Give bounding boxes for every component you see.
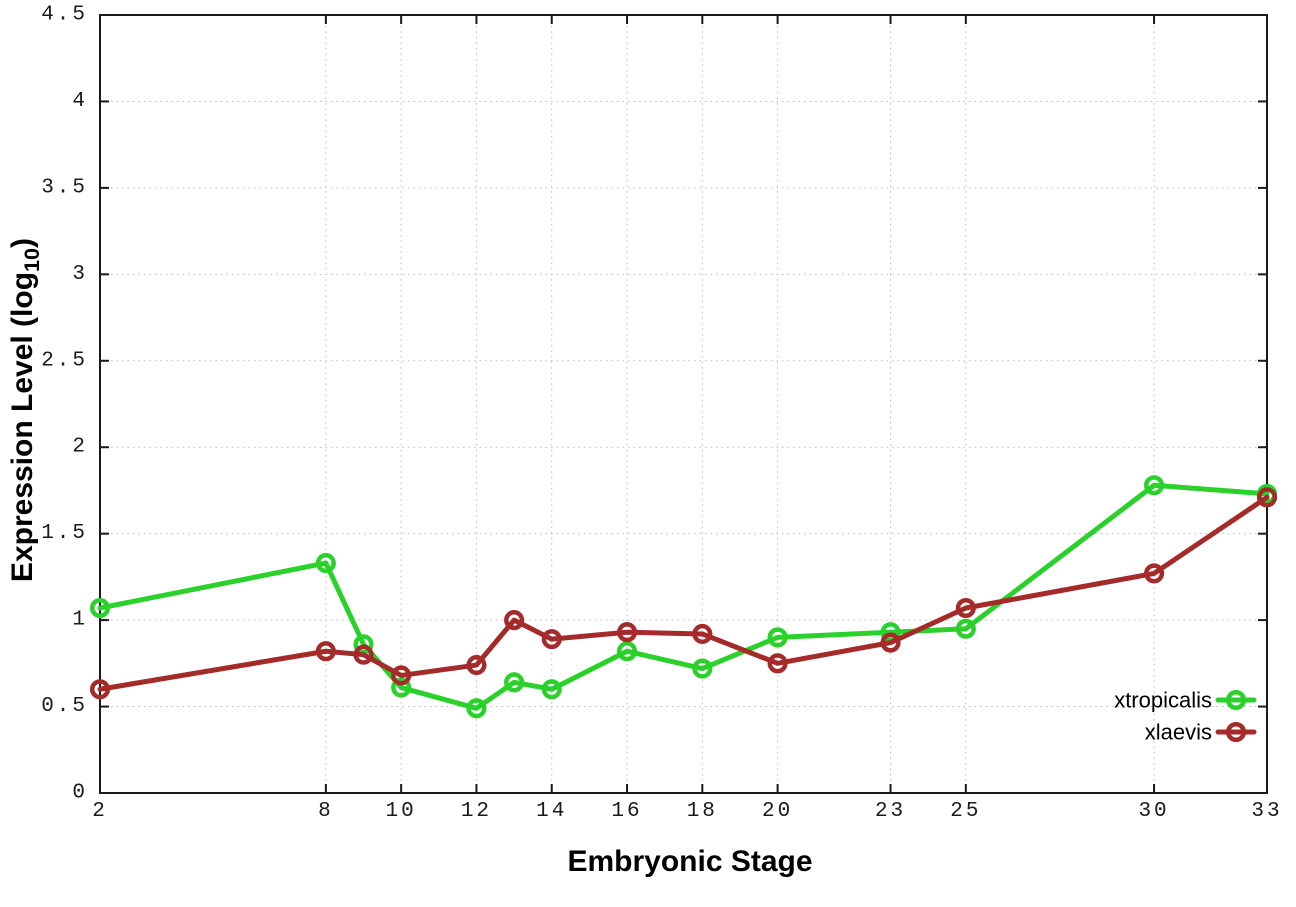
data-point-xtropicalis — [955, 618, 976, 639]
data-point-xlaevis — [89, 679, 111, 700]
data-point-xlaevis — [353, 644, 374, 665]
data-point-xtropicalis — [353, 634, 374, 655]
data-point-xlaevis — [315, 641, 336, 662]
y-tick-label: 0 — [72, 782, 88, 805]
data-point-xtropicalis — [767, 627, 788, 648]
data-point-xtropicalis — [89, 597, 111, 619]
data-point-xlaevis — [466, 655, 487, 676]
y-axis-title-suffix: ) — [6, 237, 39, 248]
series-line-xtropicalis — [97, 482, 1270, 711]
data-point-xlaevis — [955, 597, 976, 619]
data-point-xlaevis — [541, 629, 562, 650]
x-tick-label: 30 — [1138, 800, 1169, 823]
x-tick-label: 2 — [92, 800, 108, 823]
y-tick-label: 4.5 — [41, 4, 88, 27]
data-point-xtropicalis — [541, 679, 562, 700]
series-line-xlaevis — [97, 494, 1270, 692]
y-tick-label: 2 — [72, 436, 88, 459]
x-tick-label: 8 — [318, 800, 334, 823]
y-tick-label: 1 — [72, 609, 88, 632]
x-tick-label: 33 — [1251, 800, 1282, 823]
x-tick-label: 14 — [536, 800, 567, 823]
x-tick-label: 23 — [875, 800, 906, 823]
data-point-xtropicalis — [616, 641, 638, 662]
data-point-xlaevis — [504, 610, 525, 631]
data-point-xlaevis — [391, 665, 412, 686]
data-point-xtropicalis — [315, 553, 336, 574]
data-point-xtropicalis — [391, 677, 412, 698]
y-axis-title-subscript: 10 — [19, 247, 44, 272]
x-tick-label: 16 — [611, 800, 642, 823]
data-point-xtropicalis — [504, 672, 525, 693]
y-tick-label: 0.5 — [41, 695, 88, 718]
data-point-xlaevis — [1144, 563, 1165, 584]
data-point-xlaevis — [1256, 487, 1278, 508]
y-axis-title: Expression Level (log10) — [6, 238, 45, 582]
plot-border — [99, 14, 1268, 794]
x-tick-label: 20 — [762, 800, 793, 823]
legend-sample-marker-xlaevis — [1225, 721, 1247, 743]
data-point-xtropicalis — [692, 658, 713, 679]
data-point-xlaevis — [880, 632, 901, 653]
data-point-xtropicalis — [1144, 475, 1165, 496]
data-point-xtropicalis — [466, 698, 487, 719]
data-point-xlaevis — [616, 622, 638, 643]
x-tick-label: 25 — [950, 800, 981, 823]
y-tick-label: 1.5 — [41, 522, 88, 545]
legend-label-xlaevis: xlaevis — [1145, 720, 1212, 745]
data-point-xlaevis — [692, 623, 713, 644]
y-tick-label: 3.5 — [41, 176, 88, 199]
y-tick-label: 2.5 — [41, 349, 88, 372]
y-tick-label: 4 — [72, 90, 88, 113]
x-tick-label: 18 — [687, 800, 718, 823]
x-tick-label: 10 — [386, 800, 417, 823]
legend-sample-marker-xtropicalis — [1225, 689, 1247, 711]
x-axis-title: Embryonic Stage — [567, 845, 813, 878]
legend-label-xtropicalis: xtropicalis — [1114, 688, 1212, 713]
y-axis-title-prefix: Expression Level (log — [6, 271, 39, 583]
y-tick-label: 3 — [72, 263, 88, 286]
data-point-xlaevis — [767, 653, 788, 674]
x-tick-label: 12 — [461, 800, 492, 823]
